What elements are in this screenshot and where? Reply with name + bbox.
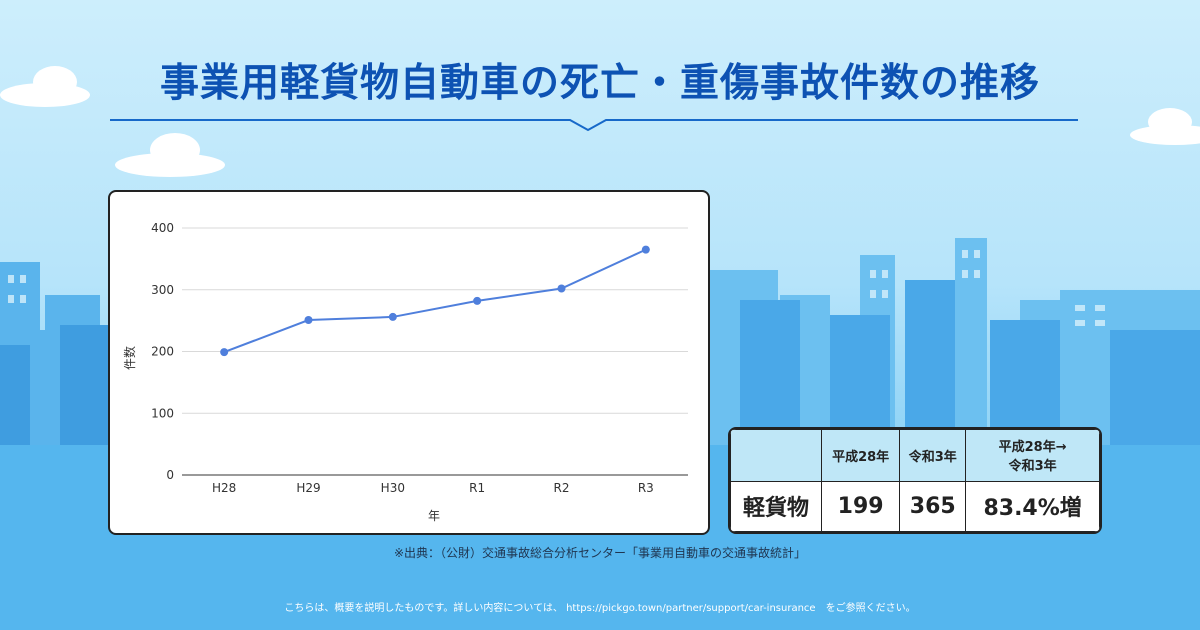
data-point	[304, 316, 313, 325]
table-header-change: 平成28年→ 令和3年	[965, 429, 1100, 482]
y-axis-label: 件数	[122, 346, 137, 370]
comparison-table: 平成28年 令和3年 平成28年→ 令和3年 軽貨物 199 365 83.4%…	[730, 429, 1100, 532]
table-corner-cell	[730, 429, 822, 482]
line-chart-card: 0 100 200 300 400 H28 H29 H30 R1 R2 R3 件数 年	[108, 190, 710, 535]
x-tick-label: H28	[212, 481, 236, 495]
data-point	[388, 312, 397, 321]
footer-note: こちらは、概要を説明したものです。詳しい内容については、 https://pic…	[284, 603, 916, 614]
title-underline	[110, 119, 1078, 132]
x-tick-label: R3	[638, 481, 654, 495]
table-header-r3: 令和3年	[899, 429, 967, 482]
source-note: ※出典：（公財）交通事故総合分析センター「事業用自動車の交通事故統計」	[393, 546, 807, 560]
y-tick-label: 100	[151, 406, 174, 420]
y-tick-label: 0	[166, 468, 174, 482]
x-tick-label: H29	[296, 481, 320, 495]
y-tick-label: 400	[151, 221, 174, 235]
table-row-label: 軽貨物	[730, 480, 822, 532]
table-header-row: 平成28年 令和3年 平成28年→ 令和3年	[730, 429, 1100, 482]
data-point	[220, 348, 229, 357]
x-tick-label: H30	[381, 481, 405, 495]
comparison-table-card: 平成28年 令和3年 平成28年→ 令和3年 軽貨物 199 365 83.4%…	[728, 427, 1102, 534]
page-title: 事業用軽貨物自動車の死亡・重傷事故件数の推移	[159, 61, 1040, 106]
table-value-r3: 365	[899, 480, 967, 532]
table-increase-value: 83.4%増	[965, 480, 1100, 532]
data-point	[641, 245, 650, 254]
table-header-h28: 平成28年	[820, 429, 901, 482]
y-tick-label: 200	[151, 345, 174, 359]
x-tick-label: R2	[554, 481, 570, 495]
table-value-h28: 199	[820, 480, 901, 532]
data-point	[473, 296, 482, 305]
table-row: 軽貨物 199 365 83.4%増	[730, 480, 1100, 532]
line-chart: 0 100 200 300 400 H28 H29 H30 R1 R2 R3 件数 年	[122, 221, 688, 523]
y-tick-label: 300	[151, 283, 174, 297]
data-point	[557, 284, 566, 293]
series-line	[223, 248, 647, 354]
x-axis-label: 年	[428, 509, 440, 523]
cloud-icon	[0, 66, 1200, 177]
x-tick-label: R1	[469, 481, 485, 495]
